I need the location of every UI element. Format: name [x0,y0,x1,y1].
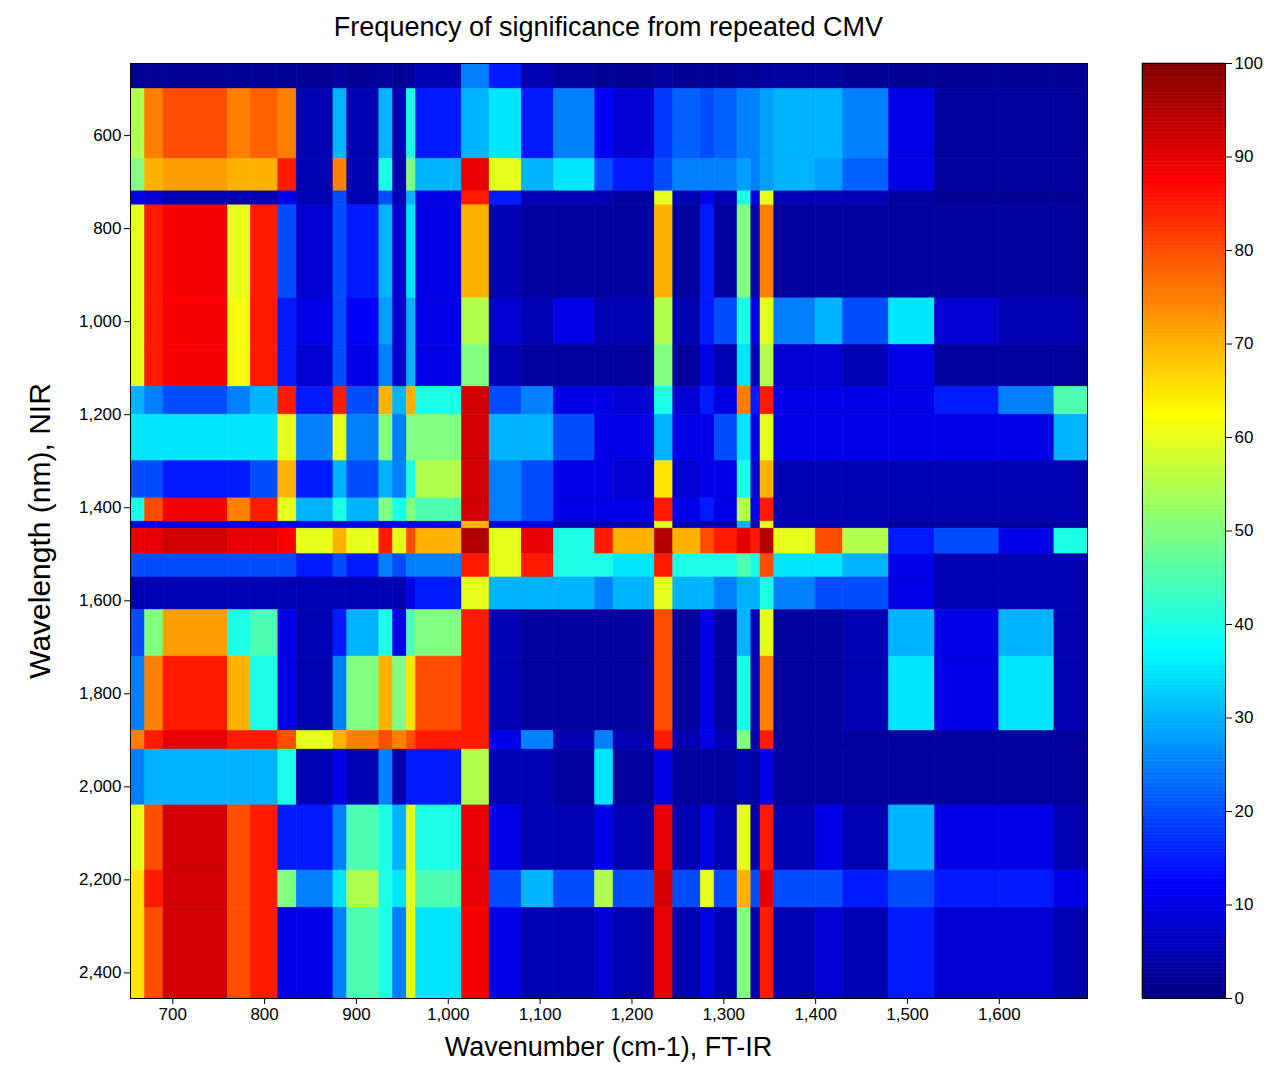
svg-text:900: 900 [342,1005,370,1024]
svg-text:30: 30 [1235,708,1254,727]
svg-text:2,000: 2,000 [79,777,122,796]
svg-text:1,300: 1,300 [703,1005,746,1024]
svg-text:1,400: 1,400 [79,498,122,517]
svg-text:1,600: 1,600 [978,1005,1021,1024]
svg-text:800: 800 [93,219,121,238]
svg-text:700: 700 [159,1005,187,1024]
svg-text:60: 60 [1235,428,1254,447]
svg-text:1,100: 1,100 [519,1005,562,1024]
html-text:Frequency of significance from: Frequency of significance from repeated … [333,12,884,42]
svg-text:1,600: 1,600 [79,591,122,610]
svg-text:1,500: 1,500 [886,1005,929,1024]
svg-text:1,400: 1,400 [794,1005,837,1024]
svg-text:20: 20 [1235,802,1254,821]
svg-text:2,200: 2,200 [79,870,122,889]
svg-text:600: 600 [93,126,121,145]
svg-text:1,200: 1,200 [79,405,122,424]
svg-text:1,000: 1,000 [427,1005,470,1024]
svg-text:40: 40 [1235,615,1254,634]
svg-text:100: 100 [1235,54,1263,73]
svg-text:90: 90 [1235,147,1254,166]
svg-text:1,000: 1,000 [79,312,122,331]
svg-text:1,800: 1,800 [79,684,122,703]
svg-text:70: 70 [1235,334,1254,353]
html-text:Wavenumber (cm-1), FT-IR: Wavenumber (cm-1), FT-IR [444,1032,773,1062]
svg-text:80: 80 [1235,241,1254,260]
svg-text:0: 0 [1235,989,1244,1008]
svg-text:2,400: 2,400 [79,963,122,982]
svg-text:1,200: 1,200 [611,1005,654,1024]
svg-text:800: 800 [250,1005,278,1024]
svg-text:10: 10 [1235,895,1254,914]
html-text:Wavelength (nm), NIR: Wavelength (nm), NIR [23,382,56,679]
svg-text:50: 50 [1235,521,1254,540]
